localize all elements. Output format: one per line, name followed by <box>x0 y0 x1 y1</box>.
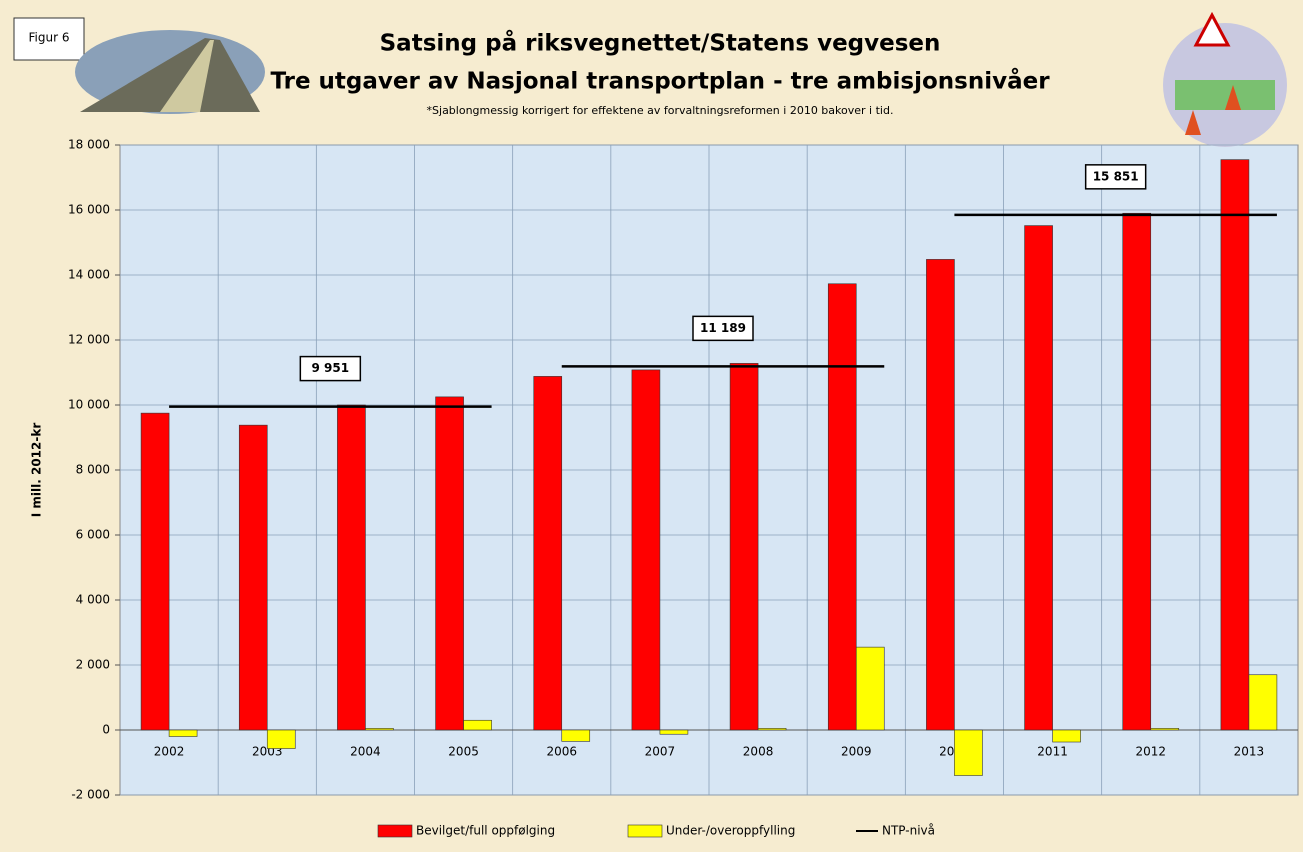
value-label-box <box>299 355 362 382</box>
legend-swatch <box>377 824 413 838</box>
y-tick-label: 16 000 <box>68 203 110 217</box>
x-tick-label: 2011 <box>1037 745 1068 759</box>
y-tick-label: 14 000 <box>68 268 110 282</box>
chart-title: Satsing på riksvegnettet/Statens vegvese… <box>380 30 941 57</box>
legend-swatch <box>627 824 663 838</box>
bar <box>435 396 464 731</box>
value-label: 15 851 <box>1093 169 1139 183</box>
bar <box>533 376 563 731</box>
legend-label: Bevilget/full oppfølging <box>416 824 555 838</box>
y-tick-label: 2 000 <box>76 658 110 672</box>
bar <box>238 424 268 731</box>
x-tick-label: 2005 <box>448 745 479 759</box>
value-label-box <box>692 315 754 342</box>
x-tick-label: 2012 <box>1135 745 1166 759</box>
figure-box <box>13 17 85 61</box>
y-axis-title: I mill. 2012-kr <box>30 423 44 518</box>
bar <box>1220 159 1250 731</box>
bar <box>659 729 689 735</box>
road-illustration <box>75 30 265 114</box>
bar <box>561 729 591 742</box>
y-tick-label: 18 000 <box>68 138 110 152</box>
bar <box>140 412 170 731</box>
bar <box>266 729 296 749</box>
bar <box>168 729 198 737</box>
bar <box>827 283 857 731</box>
bar <box>1052 729 1081 743</box>
x-tick-label: 2013 <box>1234 745 1265 759</box>
bar <box>337 404 366 731</box>
legend-label: Under-/overoppfylling <box>666 824 795 838</box>
y-tick-label: 6 000 <box>76 528 110 542</box>
x-tick-label: 2008 <box>743 745 774 759</box>
x-tick-label: 2002 <box>154 745 185 759</box>
value-label: 9 951 <box>312 361 350 375</box>
bar <box>729 363 759 731</box>
value-label: 11 189 <box>700 321 746 335</box>
bar <box>1150 728 1180 731</box>
x-tick-label: 2007 <box>645 745 676 759</box>
bar <box>757 728 787 731</box>
y-tick-label: 10 000 <box>68 398 110 412</box>
chart-note: *Sjablongmessig korrigert for effektene … <box>427 104 894 117</box>
y-tick-label: 0 <box>102 723 110 737</box>
legend-label: NTP-nivå <box>882 824 935 838</box>
bar <box>631 369 661 731</box>
bar <box>365 728 394 731</box>
x-tick-label: 2006 <box>546 745 577 759</box>
roadwork-illustration <box>1163 11 1287 147</box>
bar <box>463 719 492 731</box>
bar <box>855 646 885 731</box>
y-tick-label: -2 000 <box>71 788 110 802</box>
bar <box>1122 212 1152 731</box>
y-tick-label: 4 000 <box>76 593 110 607</box>
bar <box>1248 674 1278 731</box>
y-tick-label: 8 000 <box>76 463 110 477</box>
figure-label: Figur 6 <box>29 31 70 45</box>
y-tick-label: 12 000 <box>68 333 110 347</box>
x-tick-label: 2004 <box>350 745 381 759</box>
bar <box>954 729 983 776</box>
bar <box>1024 225 1053 731</box>
bar <box>926 259 955 731</box>
value-label-box <box>1084 164 1147 190</box>
x-tick-label: 2009 <box>841 745 872 759</box>
chart-subtitle: Tre utgaver av Nasjonal transportplan - … <box>270 68 1050 95</box>
